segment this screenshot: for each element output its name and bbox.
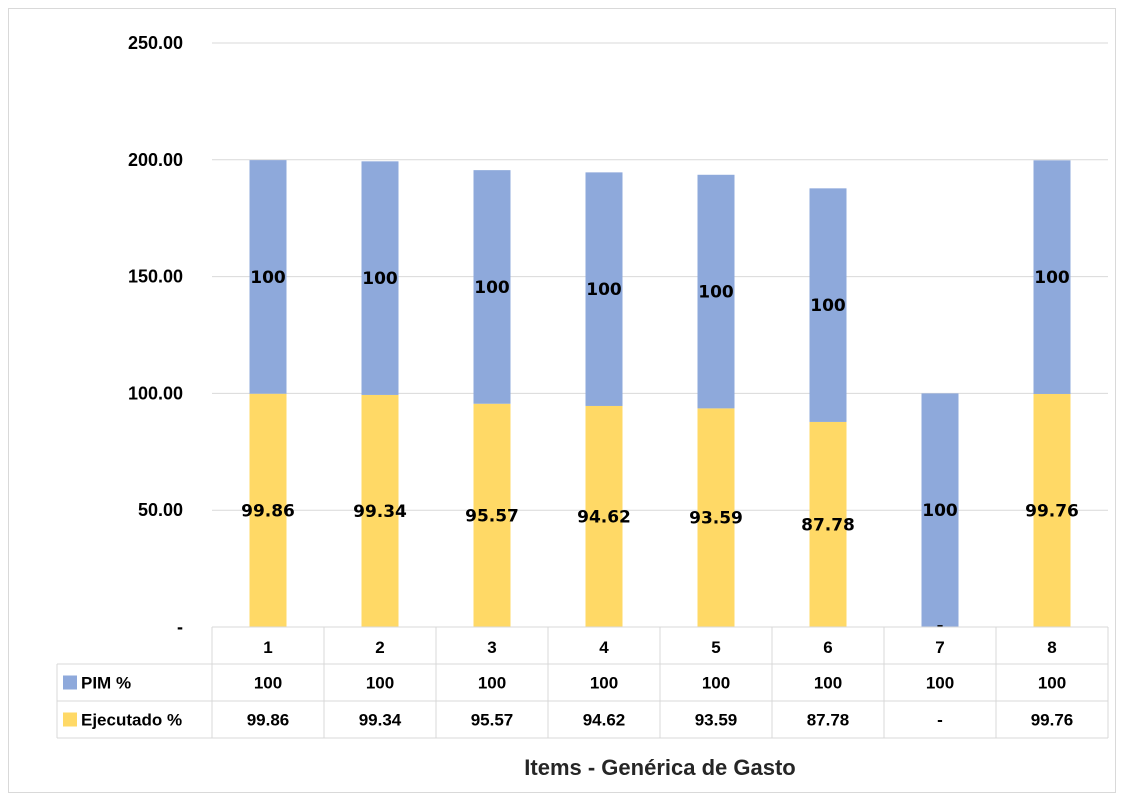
x-tick-label: 7: [935, 638, 944, 657]
x-tick-label: 3: [487, 638, 496, 657]
x-tick-label: 8: [1047, 638, 1056, 657]
table-cell: 99.86: [247, 711, 290, 730]
table-cell: 99.76: [1031, 711, 1074, 730]
y-tick-label: 250.00: [128, 33, 183, 53]
data-label-pim: 100: [1034, 268, 1070, 288]
table-cell: -: [937, 711, 943, 730]
data-table: 1 2 3 4 5 6 7 8 PIM % 100 100 100 100 100 100 100 100 Eje…: [56, 626, 1109, 739]
table-cell: 94.62: [583, 711, 626, 730]
bar-pim: [249, 160, 287, 394]
table-cell: 100: [814, 674, 842, 693]
legend-label: PIM %: [81, 674, 131, 693]
table-cell: 100: [254, 674, 282, 693]
y-tick-label: -: [177, 617, 183, 637]
bar-pim: [697, 174, 735, 409]
bar-ejecutado: [697, 408, 735, 627]
data-label-pim: 100: [250, 268, 286, 288]
bar-pim: [809, 188, 847, 422]
table-cell: 93.59: [695, 711, 738, 730]
data-label-ejecutado: -: [936, 616, 943, 636]
data-label-ejecutado: 87.78: [801, 515, 855, 535]
data-label-pim: 100: [586, 280, 622, 300]
data-label-ejecutado: 99.76: [1025, 501, 1079, 521]
legend-key: [63, 675, 77, 690]
bars: [249, 160, 1071, 627]
table-cell: 100: [926, 674, 954, 693]
x-tick-label: 4: [599, 638, 609, 657]
data-label-pim: 100: [362, 269, 398, 289]
bar-pim: [473, 170, 511, 404]
y-tick-label: 50.00: [138, 500, 183, 520]
y-axis-ticks: - 50.00 100.00 150.00 200.00 250.00: [128, 33, 183, 637]
data-label-pim: 100: [810, 296, 846, 316]
gridlines: [212, 42, 1108, 511]
data-label-ejecutado: 93.59: [689, 509, 743, 529]
data-label-ejecutado: 94.62: [577, 507, 631, 527]
x-tick-label: 2: [375, 638, 384, 657]
data-label-pim: 100: [474, 278, 510, 298]
data-label-pim: 100: [922, 501, 958, 521]
bar-ejecutado: [809, 421, 847, 627]
y-tick-label: 200.00: [128, 150, 183, 170]
bar-pim: [921, 393, 959, 627]
x-axis-title: Items - Genérica de Gasto: [524, 755, 795, 780]
bar-ejecutado: [361, 394, 399, 627]
y-tick-label: 100.00: [128, 383, 183, 403]
bar-ejecutado: [585, 405, 623, 627]
data-label-ejecutado: 95.57: [465, 506, 519, 526]
table-cell: 100: [1038, 674, 1066, 693]
legend-key: [63, 712, 77, 727]
table-cell: 100: [702, 674, 730, 693]
data-label-ejecutado: 99.34: [353, 502, 407, 522]
table-cell: 95.57: [471, 711, 514, 730]
x-tick-label: 1: [263, 638, 272, 657]
legend-label: Ejecutado %: [81, 711, 182, 730]
table-cell: 87.78: [807, 711, 850, 730]
bar-ejecutado: [1033, 393, 1071, 627]
table-cell: 100: [590, 674, 618, 693]
bar-pim: [585, 172, 623, 406]
bar-ejecutado: [249, 393, 287, 627]
table-cell: 99.34: [359, 711, 402, 730]
y-tick-label: 150.00: [128, 267, 183, 287]
bar-ejecutado: [473, 403, 511, 627]
x-tick-label: 5: [711, 638, 720, 657]
data-label-ejecutado: 99.86: [241, 501, 295, 521]
table-cell: 100: [478, 674, 506, 693]
table-cell: 100: [366, 674, 394, 693]
x-tick-label: 6: [823, 638, 832, 657]
bar-pim: [361, 161, 399, 395]
bar-pim: [1033, 160, 1071, 394]
data-label-pim: 100: [698, 283, 734, 303]
data-labels: 99.86 100 99.34 100 95.57 100 94.62 100 93.59 100…: [241, 268, 1079, 636]
